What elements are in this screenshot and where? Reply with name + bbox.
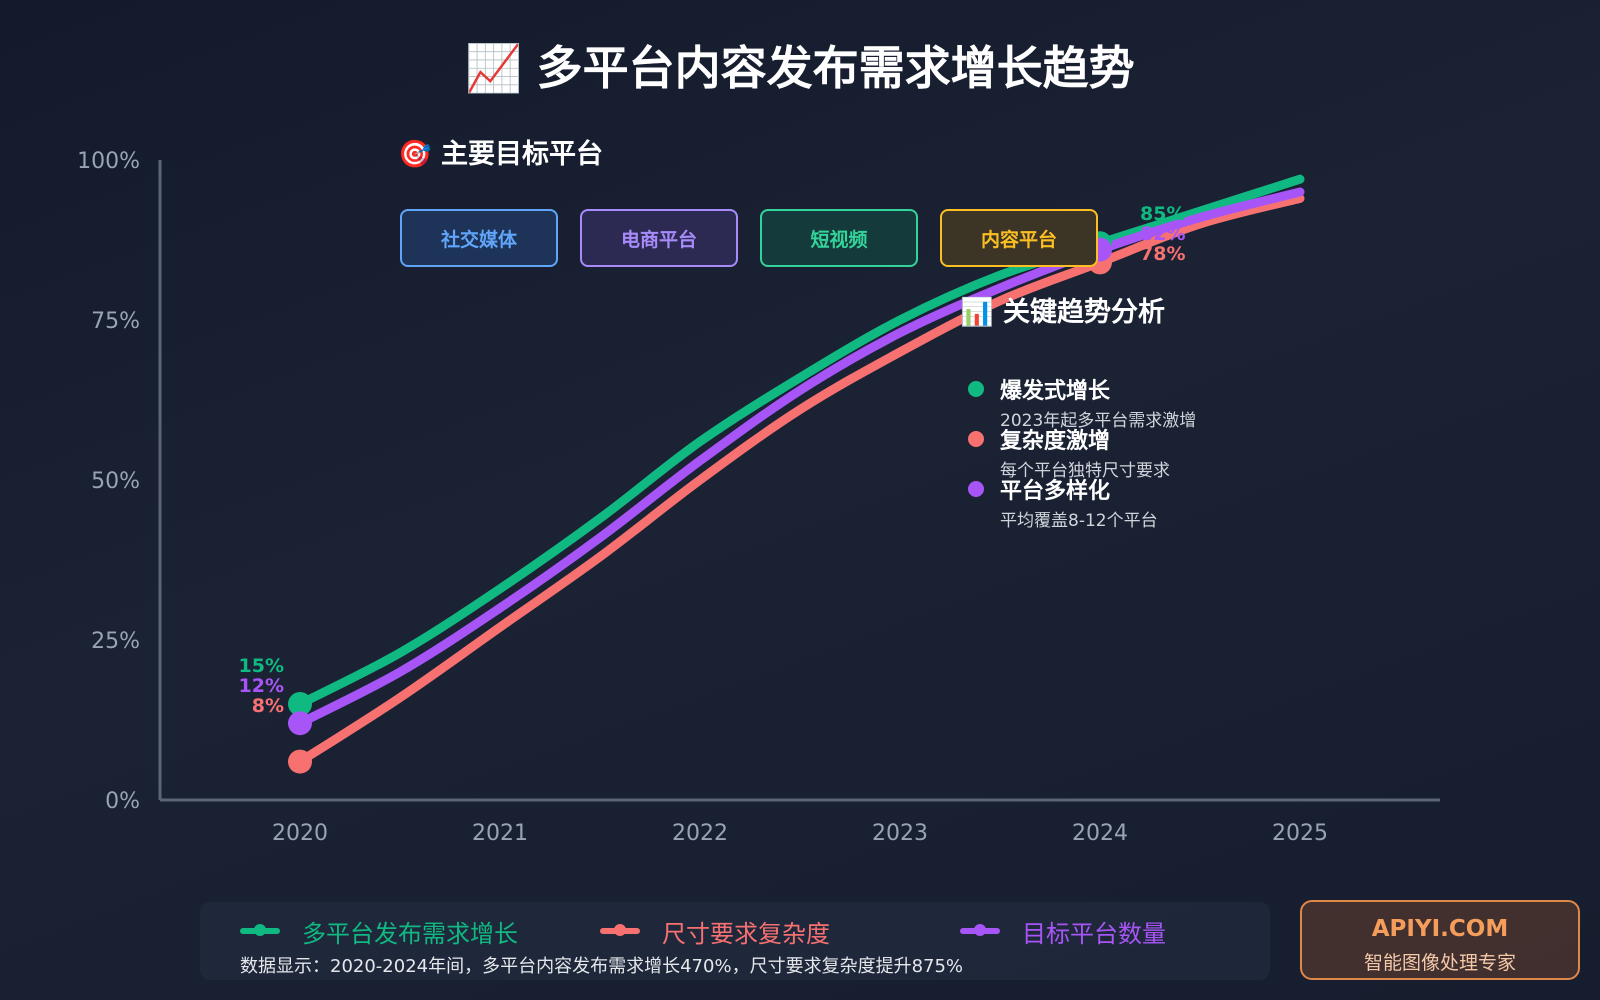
y-tick-label: 50% xyxy=(91,469,140,494)
chart-markers: 15% 85% 8% 78% 12% 82% xyxy=(239,203,1185,774)
legend-swatch xyxy=(240,924,280,936)
x-tick-label: 2020 xyxy=(272,821,328,846)
trend-title: 爆发式增长 xyxy=(1000,379,1111,404)
x-tick-label: 2024 xyxy=(1072,821,1128,846)
platform-short-video: 短视频 xyxy=(760,209,918,267)
platform-label: 短视频 xyxy=(810,228,868,251)
x-tick-label: 2023 xyxy=(872,821,928,846)
chart-title: 📈 多平台内容发布需求增长趋势 xyxy=(0,32,1600,98)
data-label: 78% xyxy=(1140,243,1185,265)
target-icon: 🎯 xyxy=(398,139,432,170)
y-tick-label: 100% xyxy=(77,149,140,174)
series-line-0 xyxy=(295,174,1305,709)
series-line-1 xyxy=(295,193,1305,767)
brand-tagline: 智能图像处理专家 xyxy=(1363,952,1516,974)
series-line-2 xyxy=(295,187,1305,728)
brand-name: APIYI.COM xyxy=(1371,916,1509,942)
data-label: 8% xyxy=(252,695,284,717)
legend-item-demand[interactable]: 多平台发布需求增长 xyxy=(240,916,518,948)
data-label: 85% xyxy=(1140,203,1185,225)
title-text: 多平台内容发布需求增长趋势 xyxy=(536,41,1135,95)
data-label: 15% xyxy=(239,655,284,677)
legend-label: 目标平台数量 xyxy=(1022,919,1166,948)
data-label: 12% xyxy=(239,675,284,697)
x-tick-label: 2021 xyxy=(472,821,528,846)
chart-series xyxy=(295,174,1305,767)
y-tick-label: 0% xyxy=(105,789,140,814)
platform-heading: 🎯 主要目标平台 xyxy=(398,132,603,171)
trend-title: 复杂度激增 xyxy=(1000,429,1111,454)
legend-label: 尺寸要求复杂度 xyxy=(662,919,830,948)
platform-label: 社交媒体 xyxy=(440,228,517,251)
legend-item-platforms[interactable]: 目标平台数量 xyxy=(960,916,1166,948)
data-label: 82% xyxy=(1140,223,1185,245)
trend-dot xyxy=(968,481,984,497)
y-tick-label: 25% xyxy=(91,629,140,654)
bar-chart-icon: 📊 xyxy=(960,297,994,328)
platform-ecommerce: 电商平台 xyxy=(580,209,738,267)
platform-social-media: 社交媒体 xyxy=(400,209,558,267)
trend-desc: 平均覆盖8-12个平台 xyxy=(1000,511,1158,531)
platform-content: 内容平台 xyxy=(940,209,1098,267)
data-note: 数据显示：2020-2024年间，多平台内容发布需求增长470%，尺寸要求复杂度… xyxy=(240,956,964,977)
data-point xyxy=(288,749,312,774)
trend-heading: 📊 关键趋势分析 xyxy=(960,290,1165,329)
trend-dot xyxy=(968,431,984,447)
chart-axes: 0% 25% 50% 75% 100% 2020 2021 2022 2023 2024 2025 xyxy=(77,149,1440,846)
legend-item-complexity[interactable]: 尺寸要求复杂度 xyxy=(600,916,830,948)
data-point xyxy=(288,711,312,736)
legend: 多平台发布需求增长 尺寸要求复杂度 目标平台数量 数据显示：2020-2024年… xyxy=(200,902,1270,980)
trend-desc: 2023年起多平台需求激增 xyxy=(1000,411,1197,431)
platform-label: 电商平台 xyxy=(620,228,697,251)
trend-heading-text: 关键趋势分析 xyxy=(1003,297,1166,328)
legend-label: 多平台发布需求增长 xyxy=(302,919,518,948)
trend-title: 平台多样化 xyxy=(1000,479,1111,504)
platform-label: 内容平台 xyxy=(980,228,1057,251)
x-tick-label: 2025 xyxy=(1272,821,1328,846)
brand-badge[interactable]: APIYI.COM 智能图像处理专家 xyxy=(1300,900,1580,980)
legend-swatch xyxy=(600,924,640,936)
chart-up-icon: 📈 xyxy=(465,41,523,95)
y-tick-label: 75% xyxy=(91,309,140,334)
trend-desc: 每个平台独特尺寸要求 xyxy=(1000,461,1170,481)
trend-dot xyxy=(968,381,984,397)
legend-swatch xyxy=(960,924,1000,936)
x-tick-label: 2022 xyxy=(672,821,728,846)
data-point xyxy=(288,692,312,716)
platform-heading-text: 主要目标平台 xyxy=(441,139,604,170)
